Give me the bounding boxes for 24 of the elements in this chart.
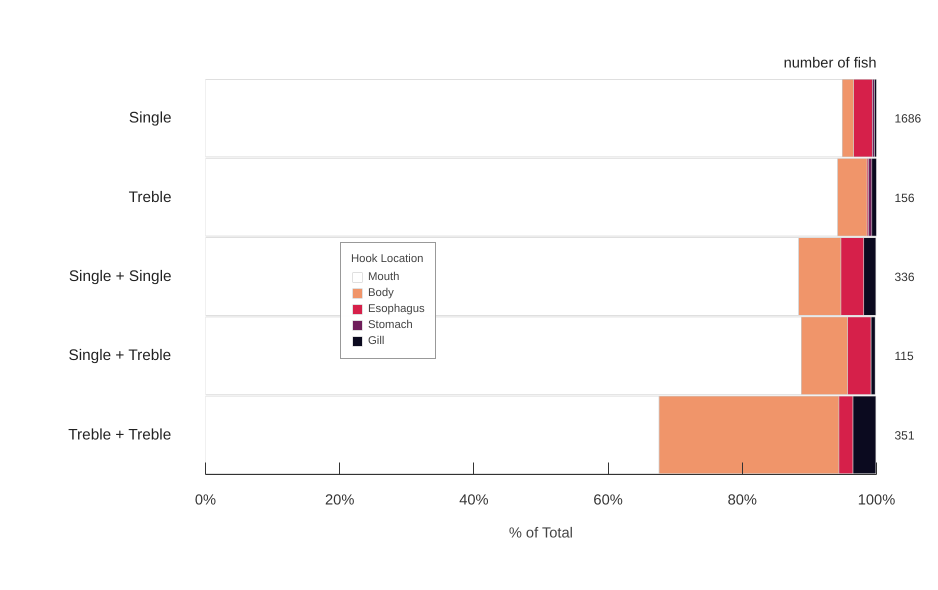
text: number of fish bbox=[784, 56, 877, 72]
legend-label: Gill bbox=[368, 334, 386, 348]
text: 115 bbox=[894, 349, 914, 364]
y-tick-label: Treble + Treble bbox=[68, 426, 172, 444]
y-tick-label: Single + Treble bbox=[68, 347, 172, 364]
x-tick-label: 80% bbox=[728, 492, 757, 508]
text: 351 bbox=[894, 428, 915, 442]
y-tick-label: Single bbox=[128, 110, 172, 127]
y-tick-label: Single + Single bbox=[68, 268, 172, 285]
text: 1686 bbox=[894, 112, 922, 126]
legend-label: Stomach bbox=[368, 318, 413, 332]
legend-title: Hook Location bbox=[351, 253, 424, 265]
text: 156 bbox=[894, 190, 915, 205]
legend-label: Esophagus bbox=[368, 302, 425, 316]
x-tick-label: 40% bbox=[459, 492, 489, 508]
text: 336 bbox=[894, 270, 915, 284]
x-tick-label: 100% bbox=[858, 492, 896, 508]
legend-label: Body bbox=[368, 286, 394, 300]
y-tick-label: Treble bbox=[128, 188, 172, 206]
x-axis-title: % of Total bbox=[508, 526, 573, 542]
x-tick-label: 0% bbox=[194, 492, 216, 508]
x-tick-label: 20% bbox=[325, 492, 354, 508]
legend-label: Mouth bbox=[368, 270, 400, 284]
x-tick-label: 60% bbox=[593, 492, 623, 508]
